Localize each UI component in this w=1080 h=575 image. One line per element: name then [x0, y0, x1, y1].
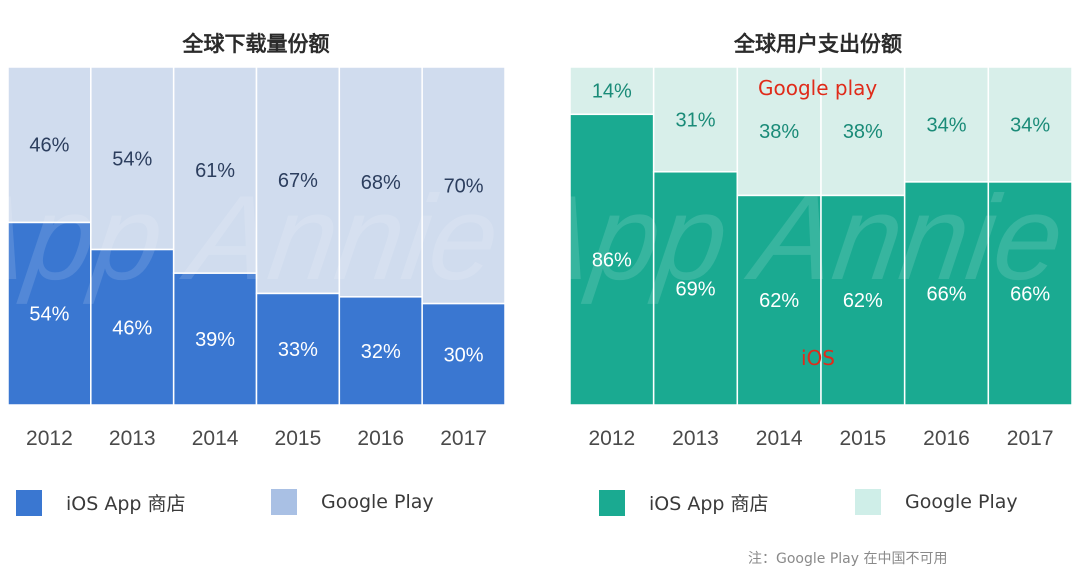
x-tick-label: 2012: [588, 427, 635, 450]
legend-swatch: [855, 489, 881, 515]
x-tick-label: 2015: [275, 427, 322, 450]
spending-share-chart: 全球用户支出份额 App Annie 14% 86% 2012 31% 69% 2013 38…: [560, 0, 1080, 480]
data-label-ios-2012: 54%: [29, 304, 69, 326]
bar-ios-2013: [90, 248, 175, 406]
data-label-ios-2013: 46%: [112, 317, 152, 339]
data-label-ios-2014: 39%: [195, 329, 235, 351]
x-tick-label: 2017: [1007, 427, 1054, 450]
data-label-google-2014: 38%: [759, 121, 799, 143]
downloads-share-chart: 全球下载量份额 App Annie 46% 54% 2012 54% 46% 2013 61%…: [0, 0, 520, 480]
x-tick-label: 2017: [440, 427, 487, 450]
data-label-google-2013: 31%: [675, 109, 715, 131]
footnote: 注：Google Play 在中国不可用: [748, 551, 948, 567]
data-label-google-2012: 14%: [592, 81, 632, 103]
legend-label: iOS App 商店: [66, 493, 186, 515]
x-tick-label: 2015: [839, 427, 886, 450]
x-tick-label: 2012: [26, 427, 73, 450]
google-play-annotation: Google play: [758, 76, 878, 100]
x-tick-label: 2016: [923, 427, 970, 450]
data-label-ios-2016: 32%: [361, 341, 401, 363]
x-tick-label: 2014: [192, 427, 239, 450]
chart-title: 全球用户支出份额: [734, 32, 902, 56]
data-label-google-2017: 34%: [1010, 114, 1050, 136]
data-label-ios-2012: 86%: [592, 250, 632, 272]
legend-label: Google Play: [321, 491, 434, 513]
legend-item-ios-downloads: iOS App 商店: [16, 489, 186, 516]
legend-swatch: [599, 489, 625, 516]
data-label-google-2013: 54%: [112, 148, 152, 170]
bar-google-2013: [90, 66, 175, 251]
data-label-google-2016: 34%: [926, 114, 966, 136]
data-label-ios-2016: 66%: [926, 283, 966, 305]
data-label-google-2015: 67%: [278, 170, 318, 192]
data-label-ios-2015: 33%: [278, 339, 318, 361]
data-label-google-2014: 61%: [195, 160, 235, 182]
legend-item-google-downloads: Google Play: [271, 489, 434, 515]
bar-google-2015: [255, 66, 341, 295]
legend-label: iOS App 商店: [649, 493, 769, 515]
bar-ios-2016: [338, 296, 423, 406]
legend-item-ios-spending: iOS App 商店: [599, 489, 769, 516]
legend-swatch: [16, 489, 42, 516]
bar-ios-2017: [421, 302, 506, 406]
legend-item-google-spending: Google Play: [855, 489, 1018, 515]
bar-google-2016: [903, 66, 990, 183]
bar-google-2017: [987, 66, 1073, 183]
bar-ios-2012: [7, 221, 92, 406]
data-label-ios-2017: 66%: [1010, 283, 1050, 305]
data-label-google-2015: 38%: [843, 121, 883, 143]
data-label-google-2017: 70%: [444, 175, 484, 197]
ios-annotation: iOS: [801, 346, 835, 370]
spending-share-plot: App Annie 14% 86% 2012 31% 69% 2013 38% 62% 2014 3…: [560, 66, 1073, 450]
x-tick-label: 2014: [756, 427, 803, 450]
bar-ios-2017: [987, 181, 1073, 406]
data-label-ios-2015: 62%: [843, 290, 883, 312]
x-tick-label: 2016: [357, 427, 404, 450]
data-label-google-2016: 68%: [361, 172, 401, 194]
bar-ios-2015: [255, 292, 341, 406]
bar-google-2014: [736, 66, 822, 197]
bar-ios-2014: [172, 272, 258, 406]
downloads-share-plot: App Annie 46% 54% 2012 54% 46% 2013 61% 39% 2014 6…: [0, 66, 507, 450]
data-label-ios-2017: 30%: [444, 344, 484, 366]
bar-google-2012: [7, 66, 92, 224]
data-label-ios-2013: 69%: [675, 278, 715, 300]
bar-ios-2014: [736, 194, 822, 406]
watermark: App Annie: [560, 171, 1072, 305]
x-tick-label: 2013: [109, 427, 156, 450]
bar-google-2016: [338, 66, 423, 298]
legend-label: Google Play: [905, 491, 1018, 513]
data-label-ios-2014: 62%: [759, 290, 799, 312]
bar-google-2012: [569, 66, 655, 116]
x-tick-label: 2013: [672, 427, 719, 450]
legend-swatch: [271, 489, 297, 515]
watermark: App Annie: [0, 171, 507, 305]
chart-title: 全球下载量份额: [182, 32, 330, 56]
bar-ios-2012: [569, 113, 655, 406]
data-label-google-2012: 46%: [29, 135, 69, 157]
